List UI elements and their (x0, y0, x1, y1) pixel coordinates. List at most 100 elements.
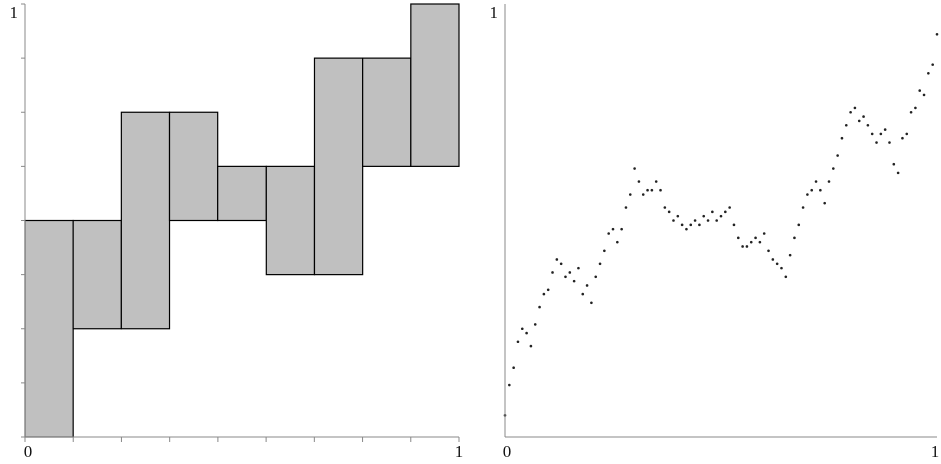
point-81 (849, 110, 852, 114)
point-33 (641, 193, 645, 196)
point-67 (788, 253, 792, 257)
point-66 (784, 275, 788, 279)
point-40 (672, 219, 675, 222)
point-47 (702, 214, 706, 218)
point-39 (667, 210, 671, 214)
point-98 (922, 93, 926, 97)
point-55 (736, 236, 740, 240)
point-64 (775, 262, 779, 266)
point-24 (603, 249, 606, 253)
point-94 (905, 132, 909, 136)
point-68 (793, 236, 796, 240)
point-96 (914, 106, 917, 110)
left-y-tick-label-1: 1 (10, 3, 19, 22)
point-82 (853, 106, 857, 110)
point-19 (581, 292, 585, 296)
point-36 (654, 180, 658, 183)
point-5 (520, 327, 524, 331)
point-28 (620, 227, 623, 231)
point-70 (801, 206, 805, 209)
point-16 (568, 271, 572, 274)
left-x-ticks (24, 437, 460, 442)
point-14 (559, 262, 563, 266)
point-91 (892, 162, 896, 166)
point-29 (624, 206, 628, 209)
point-2 (508, 383, 511, 387)
point-71 (806, 193, 809, 196)
point-54 (732, 223, 736, 227)
point-15 (564, 275, 567, 279)
point-79 (840, 136, 844, 140)
bar-7 (313, 57, 364, 276)
right-x-tick-label-0: 0 (503, 442, 512, 461)
right-panel-random-walk: 0 1 1 (490, 3, 940, 461)
point-42 (680, 223, 684, 227)
left-bars-group (24, 3, 460, 438)
point-23 (598, 262, 602, 266)
point-60 (758, 240, 762, 244)
point-97 (918, 89, 922, 92)
point-90 (888, 141, 891, 144)
point-101 (935, 33, 939, 36)
point-10 (542, 292, 546, 296)
point-87 (875, 141, 878, 144)
point-30 (628, 193, 632, 196)
point-4 (516, 340, 520, 344)
point-50 (715, 219, 718, 222)
point-57 (745, 245, 749, 248)
point-83 (857, 119, 861, 123)
point-63 (771, 258, 775, 261)
point-34 (646, 188, 649, 192)
point-89 (883, 128, 887, 131)
point-20 (585, 284, 589, 287)
point-17 (572, 279, 576, 283)
point-78 (836, 154, 839, 157)
point-76 (827, 180, 831, 183)
point-3 (512, 366, 515, 370)
point-43 (685, 227, 688, 231)
point-93 (901, 136, 904, 140)
right-points-group (503, 33, 939, 417)
bar-4 (168, 111, 219, 222)
point-6 (525, 331, 528, 335)
point-18 (577, 266, 580, 270)
left-x-tick-label-1: 1 (455, 442, 464, 461)
left-x-tick-label-0: 0 (24, 442, 33, 461)
point-56 (741, 245, 744, 248)
point-21 (590, 301, 593, 305)
point-46 (698, 223, 701, 227)
point-86 (870, 132, 874, 136)
point-77 (832, 167, 835, 170)
point-95 (909, 110, 913, 114)
point-45 (693, 219, 697, 222)
bar-5 (217, 165, 267, 222)
point-92 (896, 171, 900, 175)
point-37 (659, 188, 662, 192)
point-11 (546, 288, 550, 292)
point-84 (862, 115, 865, 118)
point-62 (767, 249, 770, 253)
point-48 (706, 219, 710, 222)
point-80 (844, 123, 848, 127)
point-59 (754, 236, 757, 240)
bar-9 (410, 3, 460, 167)
bar-6 (265, 165, 316, 276)
point-100 (931, 63, 934, 66)
point-44 (689, 223, 693, 227)
point-38 (663, 206, 667, 209)
point-22 (594, 275, 598, 279)
point-53 (728, 206, 731, 209)
point-8 (533, 323, 537, 326)
point-75 (823, 201, 826, 205)
point-35 (650, 188, 654, 192)
point-49 (711, 210, 714, 214)
point-88 (879, 132, 883, 136)
point-85 (866, 123, 870, 127)
point-61 (762, 232, 766, 235)
bar-1 (24, 219, 74, 438)
bar-2 (72, 219, 122, 330)
point-26 (611, 227, 615, 231)
point-73 (814, 180, 818, 183)
point-12 (551, 271, 554, 274)
